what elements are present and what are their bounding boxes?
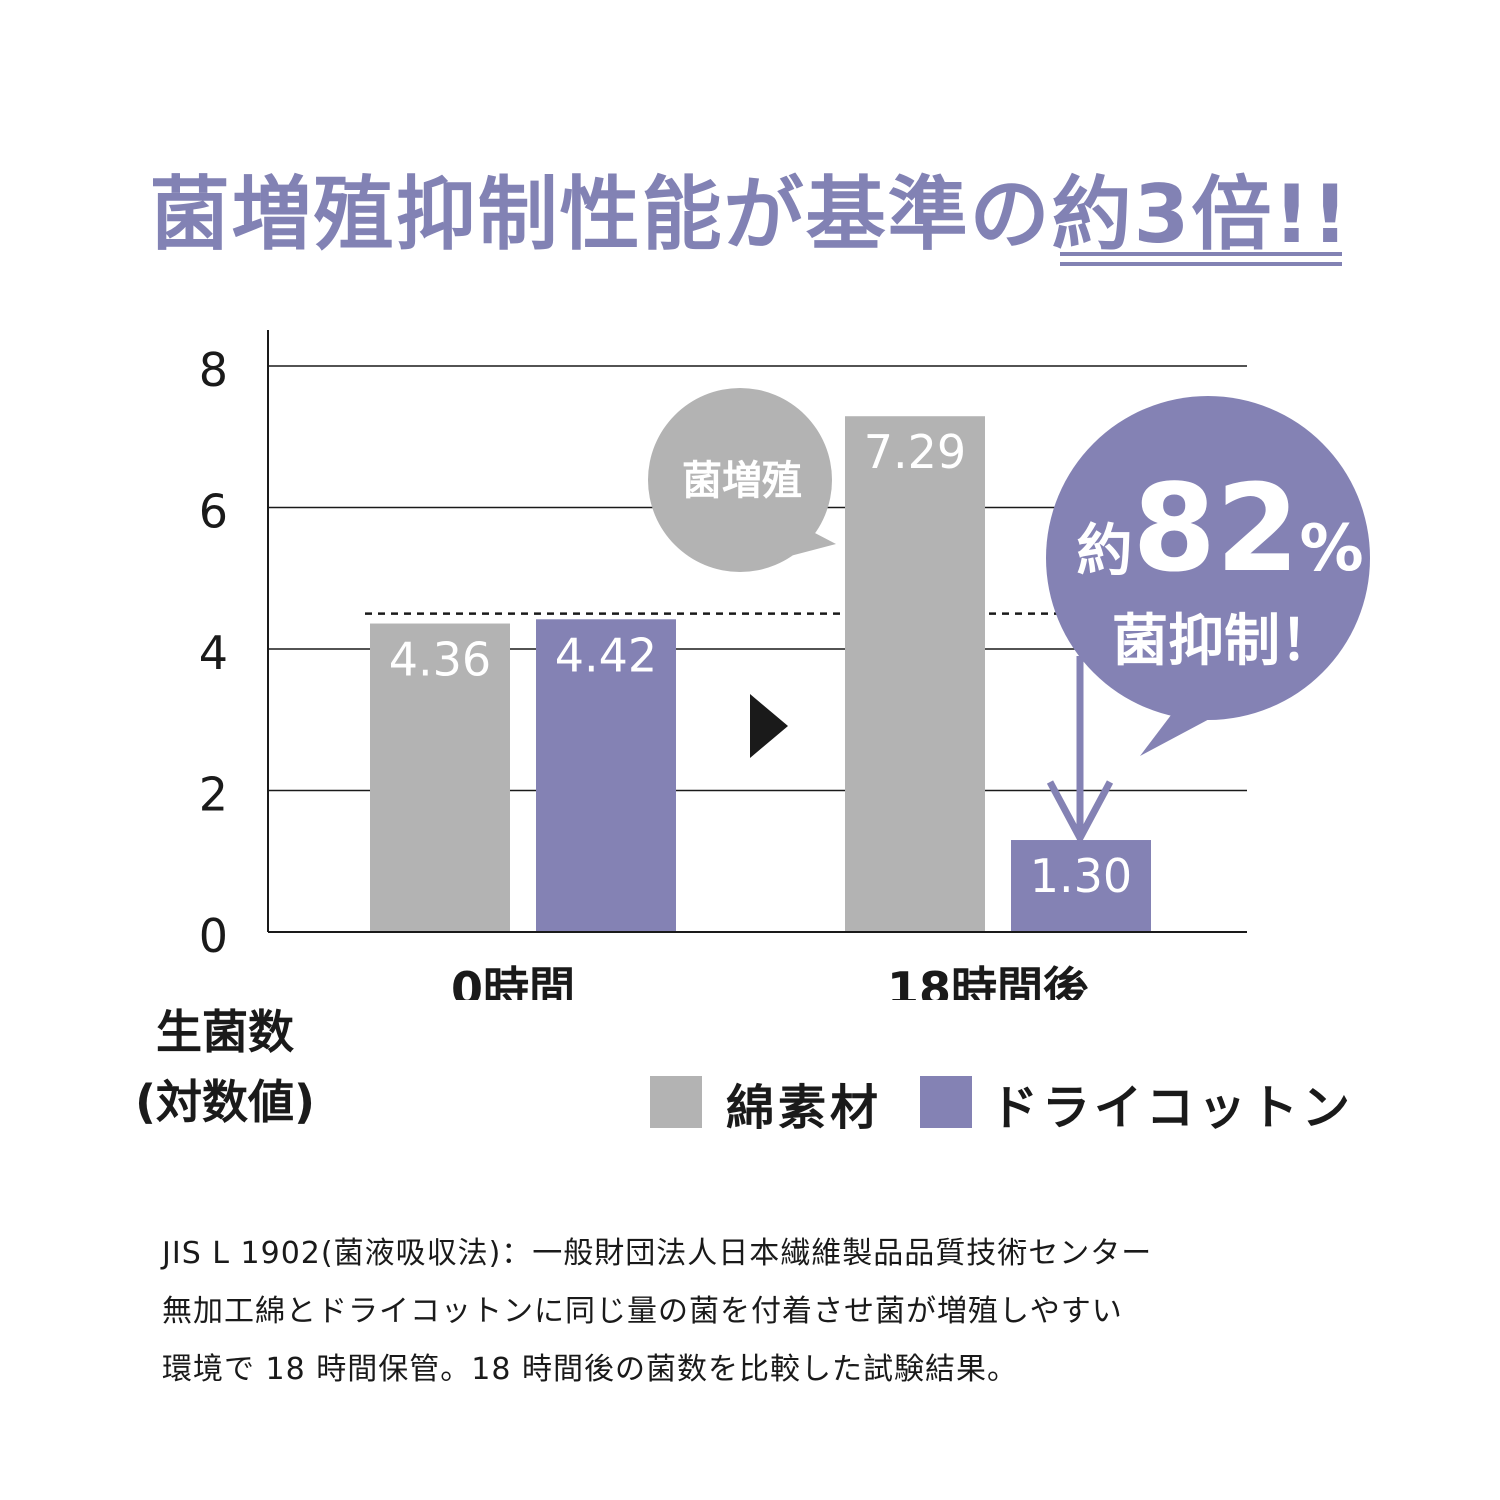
x-category-labels: 0時間 18時間後 — [451, 962, 1090, 1000]
legend-label-cotton: 綿素材 — [726, 1080, 883, 1136]
value-labels: 4.36 4.42 7.29 1.30 — [389, 425, 1132, 903]
footnote-line-1: JIS L 1902(菌液吸収法)：一般財団法人日本繊維製品品質技術センター — [162, 1236, 1153, 1271]
gray-speech-bubble: 菌増殖 — [648, 388, 836, 572]
purple-bubble-line2: 菌抑制！ — [1112, 609, 1336, 674]
headline: 菌増殖抑制性能が基準の約3倍!! — [149, 168, 1351, 261]
y-tick-label-4: 8 — [199, 343, 228, 397]
svg-text:約82%: 約82% — [1076, 460, 1363, 599]
purple-bubble-unit: % — [1299, 512, 1363, 586]
headline-double-underline — [1060, 252, 1342, 266]
purple-bubble-prefix: 約 — [1076, 519, 1132, 584]
x-category-label-1: 18時間後 — [887, 962, 1090, 1000]
y-tick-label-1: 2 — [199, 768, 228, 822]
bar-0-1 — [845, 416, 985, 932]
legend-label-drycotton: ドライコットン — [990, 1080, 1355, 1136]
bar-value-label-1-0: 4.42 — [555, 628, 657, 682]
purple-bubble-value: 82 — [1132, 460, 1299, 599]
bar-0-0 — [370, 623, 510, 932]
bar-value-label-0-0: 4.36 — [389, 633, 491, 687]
y-tick-labels: 0 2 4 6 8 — [199, 343, 228, 963]
legend-swatch-cotton — [650, 1076, 702, 1128]
footnote-line-3: 環境で 18 時間保管。18 時間後の菌数を比較した試験結果。 — [162, 1352, 1018, 1387]
bar-1-1 — [1011, 840, 1151, 932]
legend-swatch-drycotton — [920, 1076, 972, 1128]
purple-speech-bubble: 約82% 菌抑制！ — [1046, 396, 1370, 846]
play-arrow-icon — [750, 694, 788, 758]
bar-value-label-1-1: 1.30 — [1030, 849, 1132, 903]
y-tick-label-3: 6 — [199, 485, 228, 539]
bar-1-0 — [536, 619, 676, 932]
gray-bubble-text: 菌増殖 — [682, 458, 802, 504]
y-axis-label-line2: (対数値) — [134, 1075, 316, 1129]
footnote-line-2: 無加工綿とドライコットンに同じ量の菌を付着させ菌が増殖しやすい — [162, 1294, 1123, 1329]
axes — [267, 330, 1247, 933]
x-category-label-0: 0時間 — [451, 962, 575, 1000]
bar-chart: 4.36 4.42 7.29 1.30 0 2 4 6 8 0時間 18時間後 菌増殖 約82%… — [199, 330, 1370, 1000]
y-tick-label-2: 4 — [199, 626, 228, 680]
y-tick-label-0: 0 — [199, 909, 228, 963]
y-axis-label-line1: 生菌数 — [156, 1005, 294, 1059]
bars — [370, 416, 1151, 932]
bar-value-label-0-1: 7.29 — [864, 425, 966, 479]
